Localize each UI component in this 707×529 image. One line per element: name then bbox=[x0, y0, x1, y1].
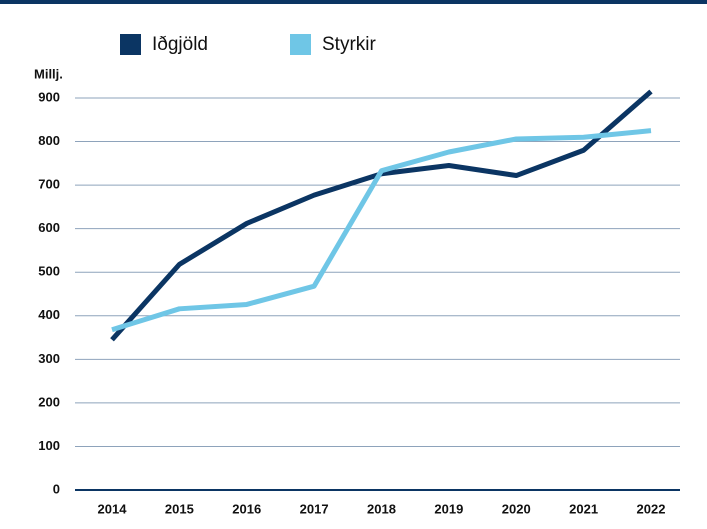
x-tick-label: 2022 bbox=[637, 501, 666, 516]
x-tick-label: 2014 bbox=[98, 501, 128, 516]
y-tick-label: 100 bbox=[38, 438, 60, 453]
y-tick-label: 300 bbox=[38, 351, 60, 366]
y-tick-label: 700 bbox=[38, 177, 60, 192]
y-tick-label: 800 bbox=[38, 133, 60, 148]
y-tick-label: 900 bbox=[38, 89, 60, 104]
x-tick-label: 2016 bbox=[232, 501, 261, 516]
x-tick-label: 2017 bbox=[300, 501, 329, 516]
y-tick-label: 0 bbox=[53, 481, 60, 496]
x-tick-label: 2020 bbox=[502, 501, 531, 516]
y-tick-label: 600 bbox=[38, 220, 60, 235]
legend-swatch bbox=[290, 34, 311, 55]
y-axis-label: Millj. bbox=[34, 66, 63, 81]
x-tick-label: 2019 bbox=[434, 501, 463, 516]
x-tick-label: 2015 bbox=[165, 501, 194, 516]
legend-swatch bbox=[120, 34, 141, 55]
top-border bbox=[0, 0, 707, 4]
x-tick-label: 2021 bbox=[569, 501, 598, 516]
y-tick-label: 400 bbox=[38, 307, 60, 322]
legend-label: Iðgjöld bbox=[152, 34, 208, 55]
x-tick-label: 2018 bbox=[367, 501, 396, 516]
legend-label: Styrkir bbox=[322, 34, 377, 55]
series-line bbox=[111, 128, 652, 333]
y-tick-label: 500 bbox=[38, 264, 60, 279]
y-tick-label: 200 bbox=[38, 394, 60, 409]
series-line bbox=[110, 89, 653, 342]
